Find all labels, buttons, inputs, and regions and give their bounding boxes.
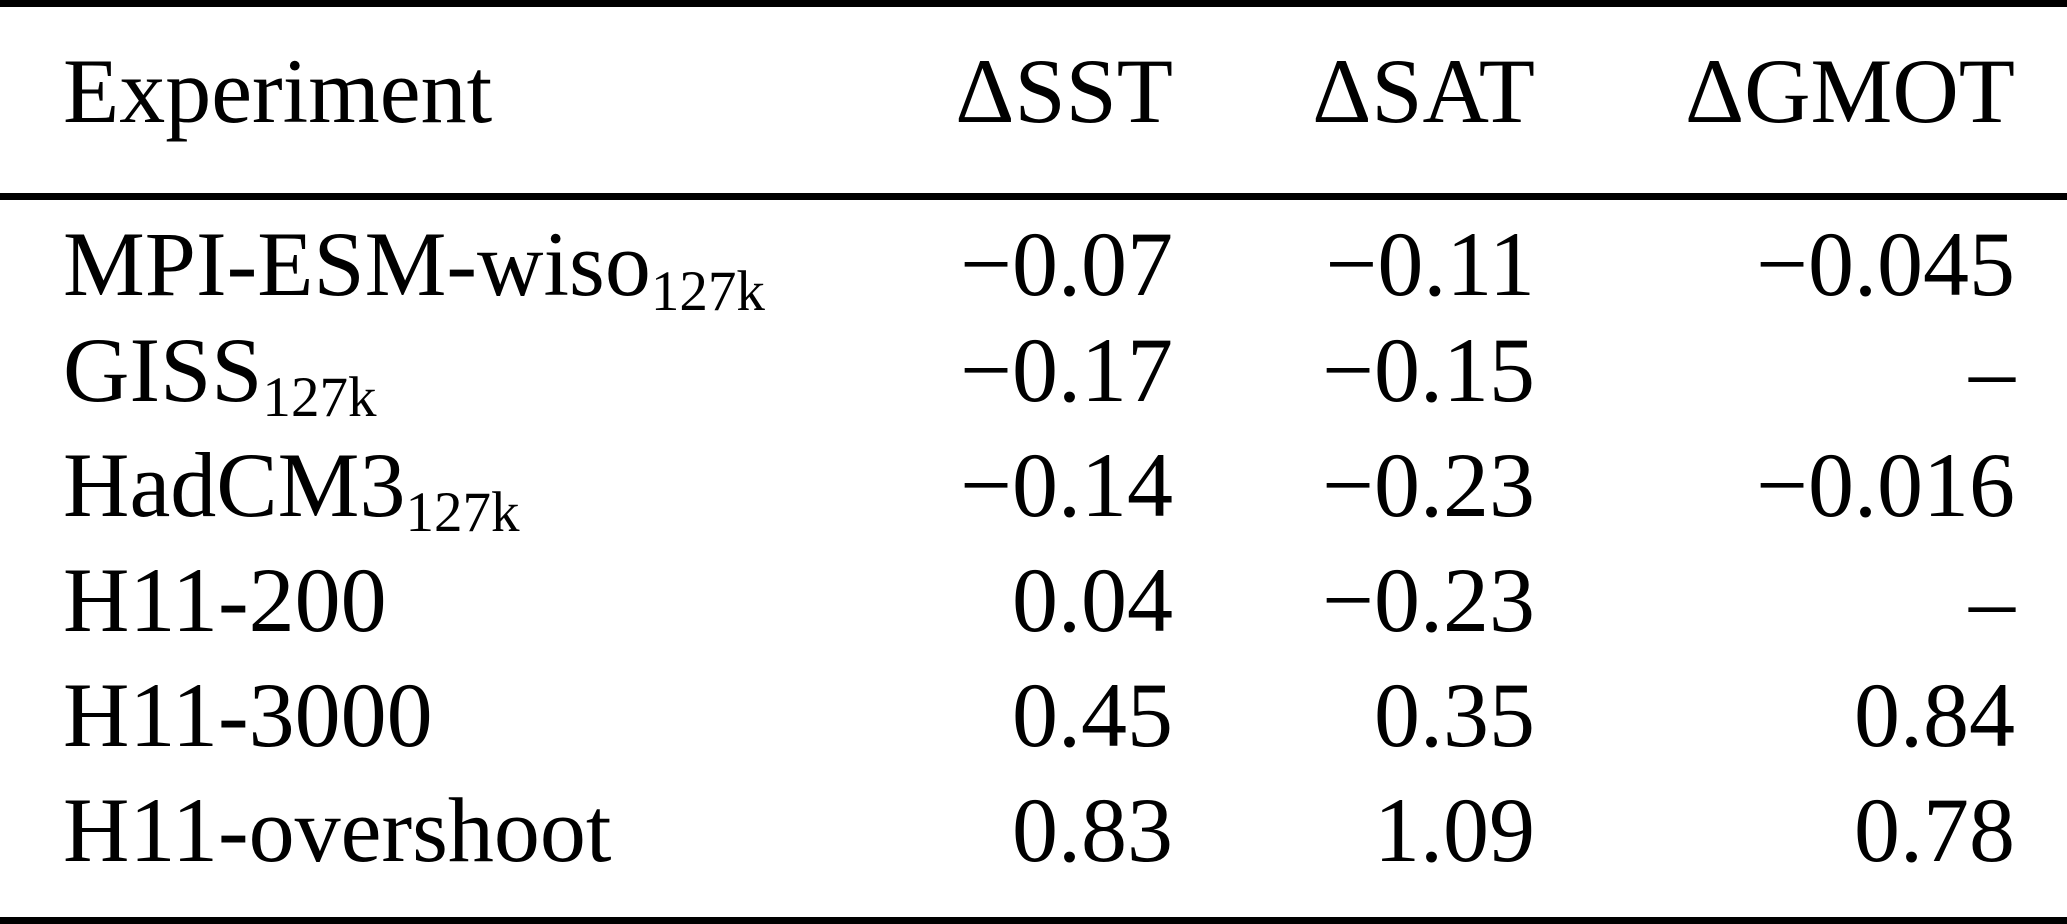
cell-experiment: H11-200 <box>0 543 840 658</box>
cell-delta-sat: −0.23 <box>1322 548 1535 651</box>
cell-delta-gmot: 0.78 <box>1854 778 2015 881</box>
col-header-delta-sst: ΔSST <box>840 7 1173 200</box>
table-body: MPI-ESM-wiso127k −0.07 −0.11 −0.045 GISS… <box>0 197 2067 918</box>
cell-delta-gmot: 0.84 <box>1854 663 2015 766</box>
experiment-name: H11-3000 <box>63 663 433 766</box>
cell-delta-gmot: −0.016 <box>1756 433 2015 536</box>
cell-delta-sat: −0.23 <box>1322 433 1535 536</box>
cell-delta-sat: 1.09 <box>1374 778 1535 881</box>
col-header-experiment: Experiment <box>0 7 840 200</box>
table-header: Experiment ΔSST ΔSAT ΔGMOT <box>0 7 2067 200</box>
cell-delta-sat: −0.15 <box>1322 318 1535 421</box>
experiment-subscript: 127k <box>262 365 377 429</box>
cell-delta-sat: −0.11 <box>1325 213 1535 315</box>
cell-delta-sat: 0.35 <box>1374 663 1535 766</box>
cell-delta-sst: 0.83 <box>1012 778 1173 881</box>
table-row: HadCM3127k −0.14 −0.23 −0.016 <box>0 428 2067 543</box>
cell-delta-sst: 0.45 <box>1012 663 1173 766</box>
cell-experiment: GISS127k <box>0 313 840 428</box>
col-header-delta-sat: ΔSAT <box>1173 7 1535 200</box>
cell-experiment: H11-overshoot <box>0 773 840 888</box>
cell-delta-sst: −0.14 <box>960 433 1173 536</box>
cell-experiment: H11-3000 <box>0 658 840 773</box>
cell-delta-gmot: – <box>1969 548 2015 651</box>
cell-delta-sst: 0.04 <box>1012 548 1173 651</box>
cell-delta-sst: −0.17 <box>960 318 1173 421</box>
cell-delta-sst: −0.07 <box>960 213 1173 315</box>
cell-experiment: MPI-ESM-wiso127k <box>0 197 840 320</box>
table-row: GISS127k −0.17 −0.15 – <box>0 313 2067 428</box>
experiment-subscript: 127k <box>405 480 520 544</box>
header-row: Experiment ΔSST ΔSAT ΔGMOT <box>0 7 2067 200</box>
experiment-name: H11-200 <box>63 548 387 651</box>
cell-delta-gmot: −0.045 <box>1756 213 2015 315</box>
experiment-name: HadCM3 <box>63 433 406 536</box>
experiment-name: H11-overshoot <box>63 778 612 881</box>
table-row: H11-overshoot 0.83 1.09 0.78 <box>0 773 2067 888</box>
cell-experiment: HadCM3127k <box>0 428 840 543</box>
table-row: H11-200 0.04 −0.23 – <box>0 543 2067 658</box>
bottom-spacer <box>0 888 2067 917</box>
table-row: H11-3000 0.45 0.35 0.84 <box>0 658 2067 773</box>
table-row: MPI-ESM-wiso127k −0.07 −0.11 −0.045 <box>0 197 2067 320</box>
experiments-table: Experiment ΔSST ΔSAT ΔGMOT MPI-ESM-wiso1… <box>0 7 2067 917</box>
col-header-delta-gmot: ΔGMOT <box>1535 7 2067 200</box>
experiment-subscript: 127k <box>650 259 765 323</box>
experiment-name: MPI-ESM-wiso <box>63 213 651 315</box>
cell-delta-gmot: – <box>1969 318 2015 421</box>
experiment-name: GISS <box>63 318 263 421</box>
